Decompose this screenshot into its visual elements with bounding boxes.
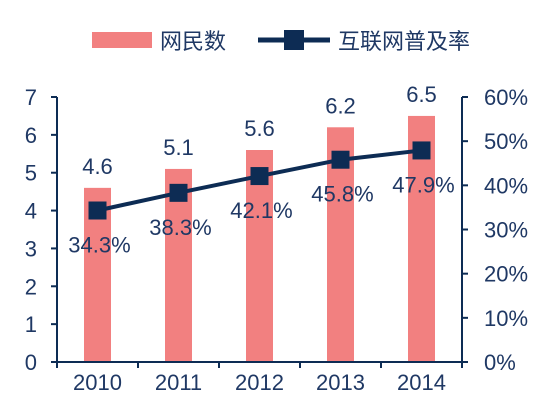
y-left-tick-label: 5 — [25, 161, 37, 186]
y-left-tick-label: 7 — [25, 85, 37, 110]
y-left-tick-label: 3 — [25, 236, 37, 261]
bar-data-label: 5.6 — [244, 116, 275, 141]
legend-swatch-marker — [284, 30, 304, 50]
x-tick-label: 2011 — [155, 370, 202, 395]
line-marker — [412, 141, 431, 160]
y-left-tick-label: 4 — [25, 199, 37, 224]
y-left-tick-label: 2 — [25, 274, 37, 299]
line-data-label: 47.9% — [392, 172, 454, 197]
legend-swatch-bar — [92, 32, 152, 48]
y-left-tick-label: 1 — [25, 312, 37, 337]
line-marker — [169, 183, 188, 202]
legend-label-line: 互联网普及率 — [338, 29, 470, 54]
y-right-tick-label: 40% — [484, 173, 528, 198]
legend: 网民数 互联网普及率 — [92, 29, 470, 54]
x-tick-label: 2013 — [316, 370, 365, 395]
line-data-label: 42.1% — [230, 198, 292, 223]
line-data-label: 34.3% — [68, 233, 130, 258]
plot-area: 0 1 2 3 4 5 6 7 0% 10% 20% 30% 40% 50% 60% 2010 2011 2012… — [25, 82, 528, 395]
line-data-label: 38.3% — [149, 215, 211, 240]
y-right-tick-label: 20% — [484, 262, 528, 287]
bar — [246, 150, 273, 362]
x-tick-label: 2014 — [397, 370, 446, 395]
line-data-label: 45.8% — [311, 182, 373, 207]
bar-data-label: 6.2 — [325, 93, 356, 118]
legend-label-bar: 网民数 — [160, 29, 226, 54]
y-right-tick-label: 60% — [484, 85, 528, 110]
bar-data-label: 6.5 — [406, 82, 437, 107]
y-right-tick-label: 10% — [484, 306, 528, 331]
bar-data-label: 5.1 — [163, 135, 194, 160]
line-marker — [331, 150, 350, 169]
y-left-tick-label: 0 — [25, 350, 37, 375]
y-left-tick-label: 6 — [25, 123, 37, 148]
line-marker — [88, 201, 107, 220]
y-right-tick-label: 30% — [484, 218, 528, 243]
x-tick-label: 2012 — [235, 370, 284, 395]
bar-data-label: 4.6 — [82, 154, 113, 179]
y-right-tick-label: 50% — [484, 129, 528, 154]
line-marker — [250, 167, 269, 186]
y-right-tick-label: 0% — [484, 350, 516, 375]
x-tick-label: 2010 — [73, 370, 122, 395]
